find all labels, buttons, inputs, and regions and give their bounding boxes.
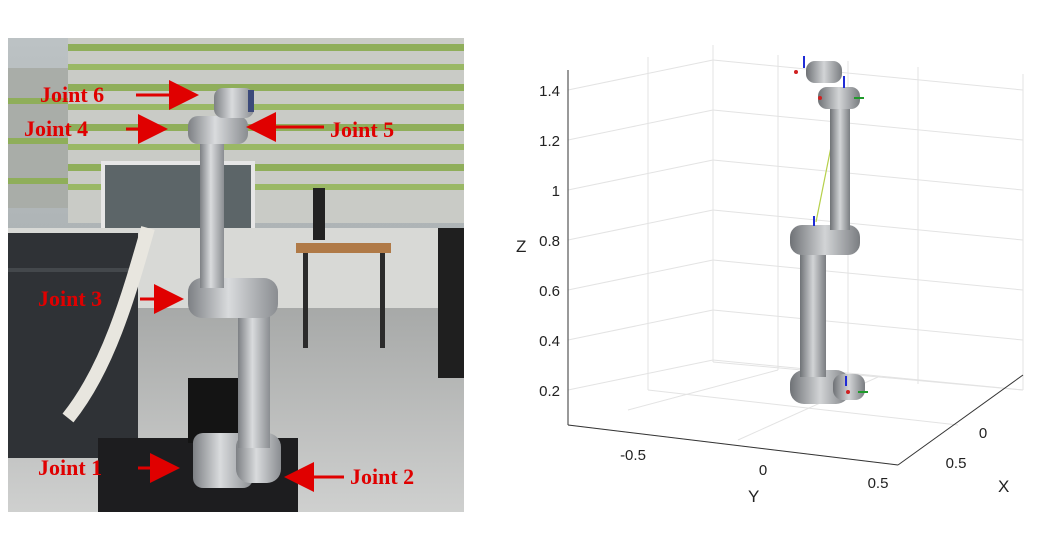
joint-label-1: Joint 1	[38, 455, 102, 480]
z-tick: 1.4	[539, 83, 560, 100]
z-tick: 0.4	[539, 333, 560, 350]
joint-label-5: Joint 5	[330, 117, 394, 142]
window	[101, 161, 255, 235]
x-tick: 0.5	[946, 455, 967, 472]
y-tick: 0.5	[868, 475, 889, 492]
joint-annotations: Joint 6 Joint 4 Joint 5 Joint 3 Joint 1 …	[24, 80, 414, 492]
joint-label-6: Joint 6	[40, 82, 104, 107]
z-tick: 0.6	[539, 283, 560, 300]
cable-chain	[62, 226, 155, 423]
z-tick: 1.2	[539, 133, 560, 150]
y-tick: -0.5	[620, 447, 646, 464]
axes	[567, 70, 1024, 466]
joint-label-4: Joint 4	[24, 116, 88, 141]
joint-label-2: Joint 2	[350, 464, 414, 489]
grid	[567, 45, 1024, 466]
cabinet	[8, 233, 138, 458]
simulated-robot	[790, 56, 868, 404]
z-tick: 1	[552, 183, 560, 200]
y-axis-label: Y	[748, 487, 759, 506]
plot-3d: 1.4 1.2 1 0.8 0.6 0.4 0.2 Z -0.5 0 0.5 Y…	[516, 45, 1024, 506]
z-tick: 0.8	[539, 233, 560, 250]
robot-photo-illustration: Joint 6 Joint 4 Joint 5 Joint 3 Joint 1 …	[8, 38, 464, 512]
simulation-plot: 1.4 1.2 1 0.8 0.6 0.4 0.2 Z -0.5 0 0.5 Y…	[478, 30, 1038, 530]
z-tick: 0.2	[539, 383, 560, 400]
desk	[296, 243, 391, 253]
chair	[438, 228, 464, 378]
robot-photo: Joint 6 Joint 4 Joint 5 Joint 3 Joint 1 …	[8, 38, 464, 512]
x-tick: 0	[979, 425, 987, 442]
y-tick: 0	[759, 462, 767, 479]
z-axis-label: Z	[516, 237, 526, 256]
joint-label-3: Joint 3	[38, 286, 102, 311]
z-ticks: 1.4 1.2 1 0.8 0.6 0.4 0.2	[539, 83, 560, 400]
robot-arm	[188, 88, 281, 488]
x-axis-label: X	[998, 477, 1009, 496]
